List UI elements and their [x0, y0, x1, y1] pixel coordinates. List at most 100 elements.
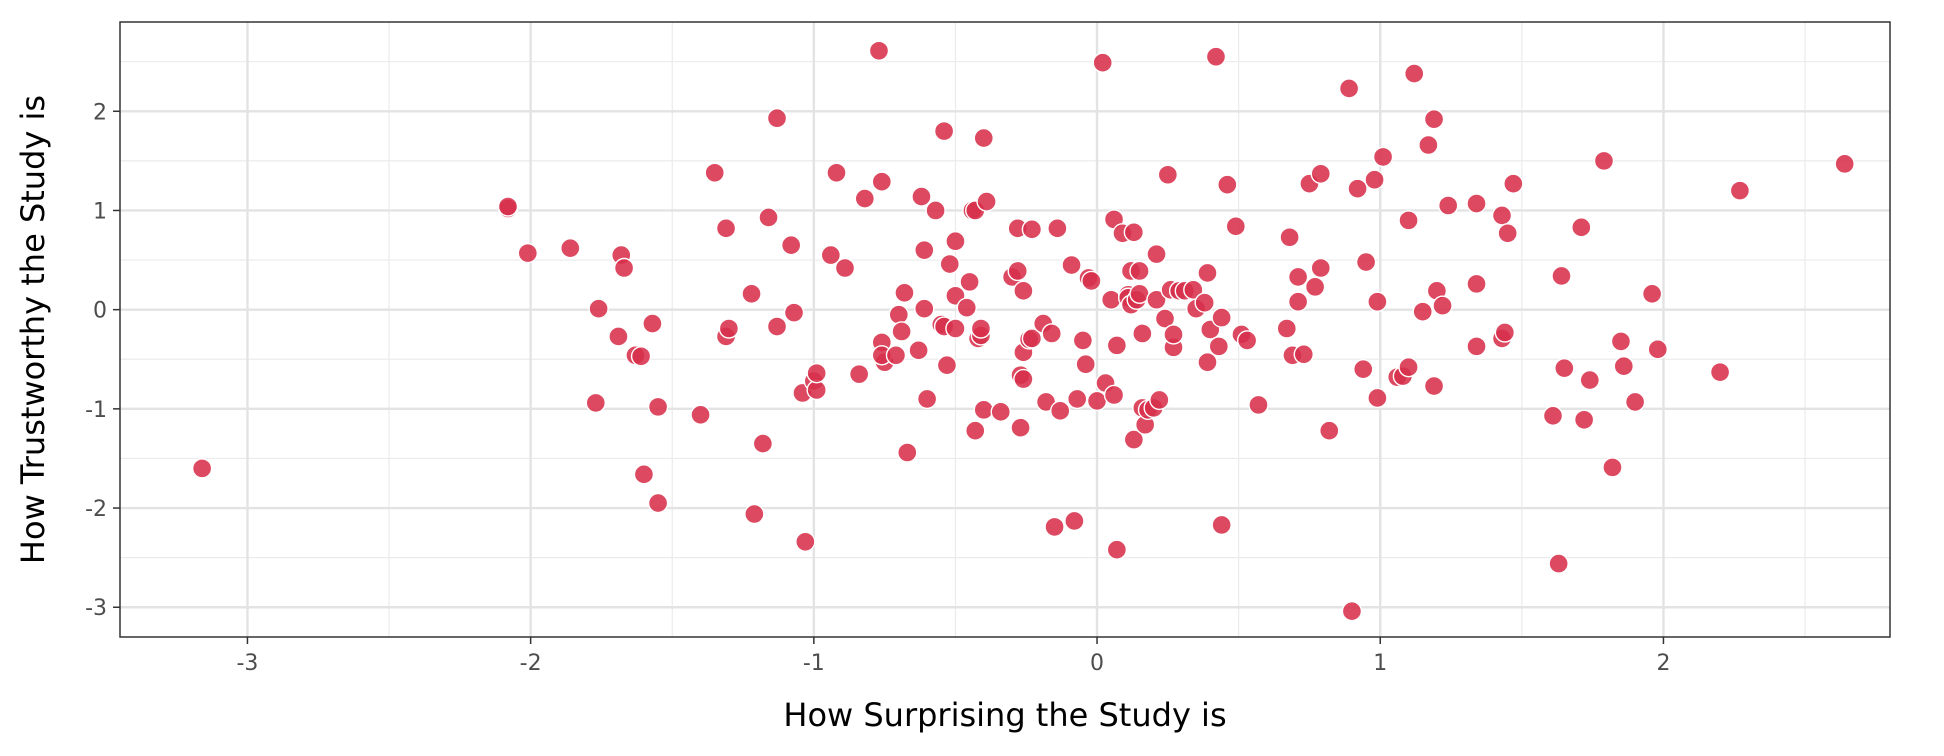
- data-point: [1319, 420, 1340, 441]
- data-point: [1086, 390, 1108, 412]
- data-point: [1208, 336, 1230, 357]
- data-point: [766, 108, 788, 129]
- y-tick-label: 1: [93, 199, 107, 224]
- y-tick-label: -1: [85, 398, 107, 423]
- data-point: [914, 298, 935, 319]
- data-point: [945, 231, 966, 252]
- data-point: [908, 340, 929, 361]
- data-point: [1044, 516, 1065, 538]
- data-point: [1647, 339, 1668, 360]
- data-point: [1423, 109, 1445, 130]
- data-point: [1081, 270, 1102, 292]
- data-point: [1398, 210, 1419, 231]
- x-tick-label: 1: [1373, 651, 1387, 676]
- data-point: [1542, 405, 1564, 426]
- data-point: [1310, 163, 1331, 184]
- data-point: [871, 171, 893, 192]
- y-tick-label: 2: [93, 100, 107, 125]
- data-point: [1293, 344, 1314, 365]
- y-tick-label: -2: [85, 497, 107, 522]
- data-point: [758, 207, 779, 228]
- data-point: [1149, 389, 1170, 411]
- data-point: [894, 282, 915, 303]
- data-point: [1304, 276, 1326, 298]
- data-point: [945, 318, 966, 339]
- data-point: [891, 321, 912, 342]
- data-point: [1287, 266, 1309, 288]
- data-point: [560, 237, 581, 259]
- x-axis-title: How Surprising the Study is: [783, 696, 1226, 734]
- data-point: [497, 196, 519, 217]
- data-point: [1364, 169, 1385, 190]
- data-point: [1310, 257, 1331, 279]
- data-point: [1709, 361, 1731, 383]
- data-point: [1641, 283, 1663, 304]
- x-tick-label: 0: [1090, 651, 1104, 676]
- data-point: [1367, 387, 1388, 409]
- data-point: [1205, 46, 1227, 67]
- data-point: [976, 191, 997, 212]
- data-point: [1412, 301, 1433, 322]
- data-point: [1338, 78, 1360, 99]
- data-point: [1100, 289, 1122, 310]
- y-tick-label: -3: [85, 596, 107, 621]
- data-point: [1466, 193, 1487, 214]
- data-point: [848, 363, 870, 385]
- data-point: [1061, 254, 1082, 276]
- data-point: [191, 458, 213, 479]
- data-point: [1146, 289, 1167, 310]
- data-point: [1353, 358, 1374, 380]
- data-point: [1404, 63, 1425, 84]
- data-point: [1367, 291, 1388, 312]
- data-point: [633, 464, 655, 485]
- data-point: [1466, 273, 1487, 295]
- data-point: [1355, 251, 1377, 273]
- y-tick-label: 0: [93, 299, 107, 324]
- data-point: [973, 399, 994, 421]
- data-point: [630, 346, 652, 367]
- y-axis-title: How Trustworthy the Study is: [14, 95, 52, 564]
- data-point: [1418, 134, 1439, 156]
- data-point: [1041, 323, 1062, 344]
- data-point: [1248, 394, 1269, 416]
- data-point: [1372, 146, 1394, 168]
- data-point: [1497, 223, 1518, 244]
- data-point: [1432, 295, 1453, 316]
- data-point: [1021, 328, 1043, 349]
- data-point: [1013, 368, 1034, 390]
- data-point: [1154, 308, 1176, 329]
- data-point: [959, 271, 980, 293]
- data-point: [916, 388, 938, 410]
- data-point: [1157, 164, 1179, 185]
- data-point: [1123, 429, 1145, 450]
- data-point: [1551, 265, 1572, 287]
- data-point: [1438, 195, 1459, 216]
- data-point: [965, 420, 986, 441]
- data-point: [826, 162, 847, 183]
- data-point: [1067, 388, 1088, 410]
- x-tick-label: -2: [520, 651, 542, 676]
- data-point: [806, 362, 827, 384]
- data-point: [1579, 369, 1601, 391]
- x-axis: -3 -2 -1 0 1 2: [236, 637, 1670, 676]
- data-point: [1123, 222, 1145, 243]
- x-tick-label: -3: [236, 651, 258, 676]
- data-point: [588, 298, 609, 319]
- data-point: [1610, 331, 1632, 352]
- data-point: [1602, 457, 1623, 478]
- data-point: [970, 318, 992, 339]
- data-point: [741, 283, 762, 304]
- x-tick-label: -1: [803, 651, 825, 676]
- data-point: [1613, 356, 1634, 377]
- data-point: [1211, 514, 1232, 536]
- data-point: [715, 218, 737, 239]
- data-point: [990, 401, 1011, 423]
- data-point: [1106, 539, 1128, 560]
- data-point: [1593, 150, 1615, 172]
- plot-panel-border: [119, 21, 1891, 638]
- data-point: [1072, 330, 1094, 351]
- data-point: [1624, 391, 1646, 413]
- data-point: [1225, 216, 1247, 237]
- data-point: [1347, 178, 1368, 199]
- data-point: [1423, 375, 1445, 397]
